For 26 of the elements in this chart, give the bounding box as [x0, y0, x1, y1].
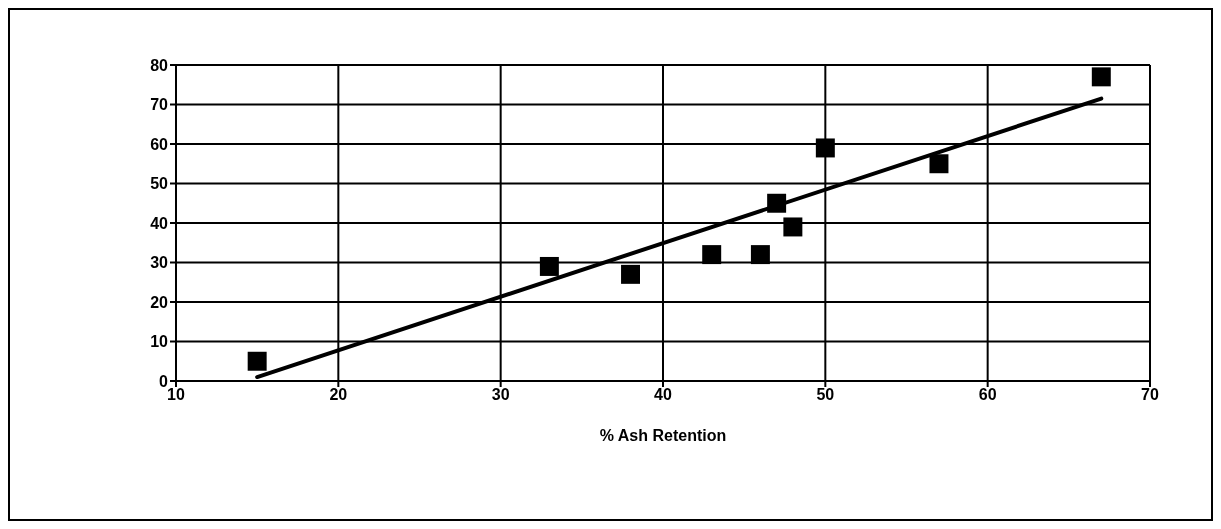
y-tick-label: 50	[150, 175, 169, 193]
y-tick-label: 0	[159, 372, 169, 390]
x-tick-label: 70	[1141, 386, 1159, 404]
x-tick-label: 20	[329, 386, 348, 404]
point	[621, 264, 641, 284]
y-tick-label: 80	[150, 56, 169, 74]
y-tick-label: 70	[150, 96, 169, 114]
y-tick-label: 20	[150, 293, 169, 311]
x-tick-label: 60	[978, 386, 997, 404]
x-tick-label: 50	[816, 386, 835, 404]
point	[750, 245, 770, 265]
point	[247, 351, 267, 371]
x-tick-label: 30	[491, 386, 510, 404]
y-tick-label: 30	[150, 254, 169, 272]
y-tick-label: 10	[150, 333, 169, 351]
point	[702, 245, 722, 265]
point	[929, 154, 949, 174]
x-tick-label: 10	[167, 386, 185, 404]
x-tick-label: 40	[654, 386, 672, 404]
x-axis-title: % Ash Retention	[599, 427, 727, 444]
point	[539, 256, 559, 276]
point	[1091, 67, 1111, 87]
y-tick-label: 40	[150, 214, 169, 232]
y-tick-label: 60	[150, 135, 169, 153]
point	[783, 217, 803, 237]
point	[815, 138, 835, 158]
